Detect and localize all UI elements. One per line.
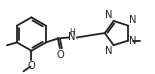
Text: O: O	[28, 61, 35, 71]
Text: H: H	[69, 28, 75, 37]
Text: N: N	[68, 32, 75, 42]
Text: N: N	[129, 15, 137, 25]
Text: N: N	[105, 46, 113, 56]
Text: N: N	[129, 36, 137, 46]
Text: N: N	[105, 10, 113, 20]
Text: O: O	[57, 50, 65, 60]
